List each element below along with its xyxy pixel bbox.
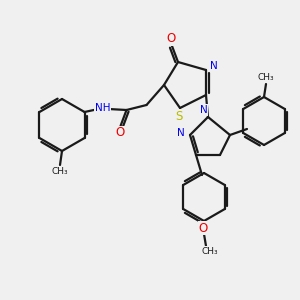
Text: N: N [200,105,208,115]
Text: N: N [210,61,218,71]
Text: CH₃: CH₃ [52,167,68,176]
Text: CH₃: CH₃ [202,247,218,256]
Text: N: N [177,128,185,138]
Text: O: O [115,127,124,140]
Text: S: S [175,110,183,122]
Text: CH₃: CH₃ [258,74,274,82]
Text: NH: NH [95,103,110,113]
Text: O: O [167,32,176,46]
Text: O: O [198,221,208,235]
